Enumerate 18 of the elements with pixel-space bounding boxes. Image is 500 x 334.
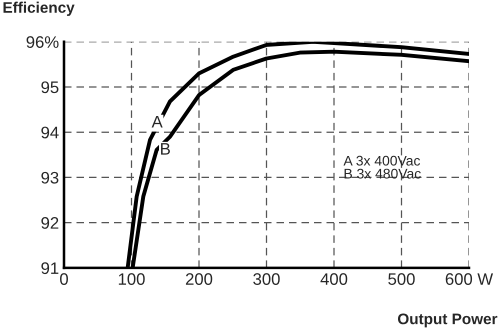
x-tick-label: 600 W xyxy=(446,273,494,285)
x-tick-label: 200 xyxy=(186,273,212,285)
x-tick-label: 0 xyxy=(60,273,68,285)
y-tick-label: 93 xyxy=(41,172,58,184)
y-tick-label: 92 xyxy=(41,217,58,229)
y-tick-label: 91 xyxy=(41,262,58,274)
annotation: A xyxy=(152,116,163,128)
y-tick-label: 95 xyxy=(41,81,58,94)
annotation: A 3x 400Vac B 3x 480Vac xyxy=(343,156,421,179)
x-axis-title: Output Power xyxy=(398,313,498,328)
y-axis-title: Efficiency xyxy=(4,2,75,16)
x-tick-label: 400 xyxy=(320,273,348,285)
y-tick-label: 94 xyxy=(41,126,59,138)
y-tick-label: 96% xyxy=(26,36,59,48)
annotation: B xyxy=(161,143,170,155)
x-tick-label: 300 xyxy=(253,273,280,285)
x-tick-label: 100 xyxy=(118,273,145,285)
x-tick-label: 500 xyxy=(388,273,415,285)
